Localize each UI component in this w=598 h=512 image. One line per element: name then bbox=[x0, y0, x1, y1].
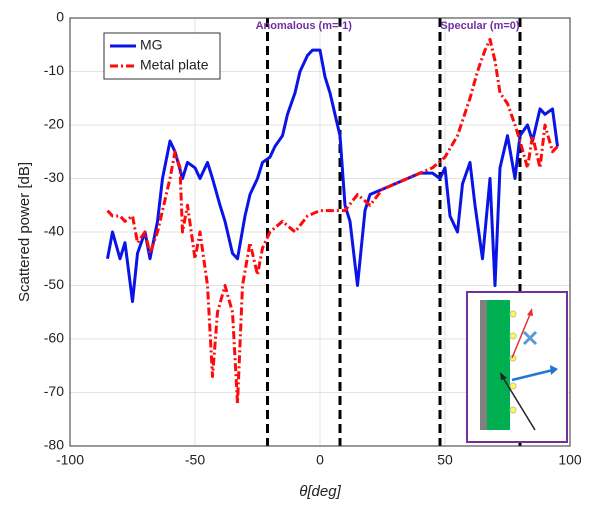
x-axis-label: θ[deg] bbox=[299, 483, 341, 500]
x-tick-label: 0 bbox=[316, 452, 324, 468]
x-tick-label: -100 bbox=[56, 452, 84, 468]
arrow-head bbox=[500, 372, 507, 380]
x-tick-label: -50 bbox=[185, 452, 205, 468]
specular-arrow bbox=[511, 311, 532, 359]
data-line bbox=[106, 48, 559, 304]
arrow-head bbox=[550, 365, 558, 375]
annotation: Specular (m=0) bbox=[440, 20, 520, 32]
incident-arrow bbox=[501, 375, 536, 431]
legend: MG Metal plate bbox=[103, 32, 221, 80]
y-tick-label: 0 bbox=[56, 9, 64, 25]
substrate bbox=[487, 300, 510, 430]
element bbox=[509, 406, 517, 414]
ground-plane bbox=[480, 300, 487, 430]
legend-label: Metal plate bbox=[140, 57, 209, 73]
y-tick-label: -70 bbox=[44, 383, 64, 399]
y-tick-label: -10 bbox=[44, 62, 64, 78]
cross-mark bbox=[522, 330, 538, 346]
data-line bbox=[106, 37, 559, 405]
y-tick-label: -60 bbox=[44, 330, 64, 346]
anomalous-arrow bbox=[511, 368, 554, 382]
legend-box bbox=[103, 32, 221, 80]
inset-diagram bbox=[466, 291, 568, 443]
x-tick-label: 50 bbox=[437, 452, 453, 468]
y-tick-label: -30 bbox=[44, 169, 64, 185]
plot-frame bbox=[69, 17, 571, 447]
annotation: Anomalous (m=-1) bbox=[256, 20, 353, 32]
arrow-head bbox=[527, 308, 533, 316]
element bbox=[509, 382, 517, 390]
element bbox=[509, 332, 517, 340]
legend-label: MG bbox=[140, 37, 163, 53]
element bbox=[509, 310, 517, 318]
y-tick-label: -80 bbox=[44, 437, 64, 453]
y-tick-label: -40 bbox=[44, 223, 64, 239]
y-axis-label: Scattered power [dB] bbox=[16, 162, 33, 302]
series bbox=[106, 37, 559, 405]
y-tick-label: -20 bbox=[44, 116, 64, 132]
x-tick-label: 100 bbox=[558, 452, 582, 468]
y-tick-label: -50 bbox=[44, 276, 64, 292]
